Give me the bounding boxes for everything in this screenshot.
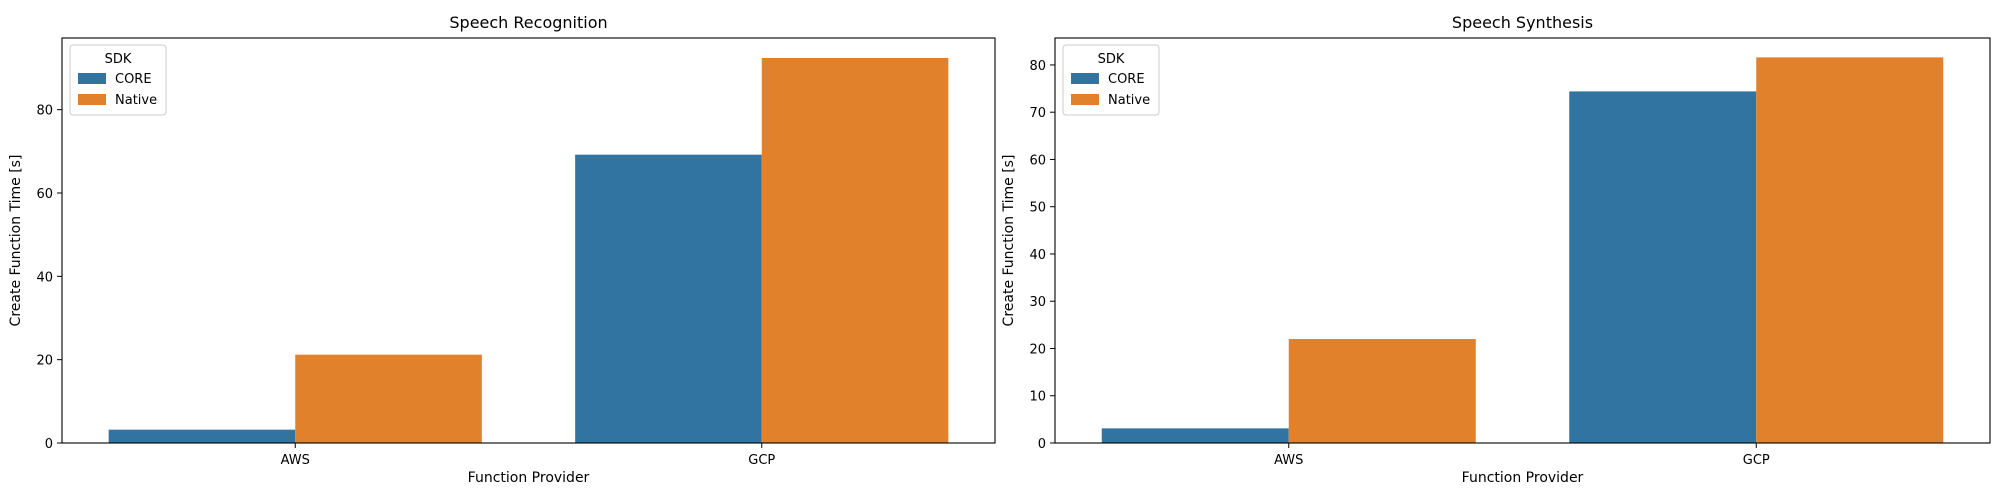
y-tick-label: 0: [1038, 437, 1046, 452]
y-tick-label: 80: [36, 104, 53, 119]
chart-title: Speech Synthesis: [1452, 13, 1593, 32]
bar-core-aws: [1101, 428, 1289, 443]
y-tick-label: 60: [36, 187, 53, 202]
x-tick-label: AWS: [1274, 453, 1303, 468]
y-tick-label: 30: [1029, 295, 1046, 310]
chart-title: Speech Recognition: [449, 13, 607, 32]
legend-label-native: Native: [115, 93, 157, 108]
y-tick-label: 20: [36, 354, 53, 369]
legend-swatch-native: [1071, 94, 1099, 105]
legend-title: SDK: [105, 52, 132, 67]
bar-native-gcp: [761, 58, 949, 443]
plot-area-frame: [1054, 37, 1991, 444]
x-axis-label: Function Provider: [468, 470, 590, 486]
legend-swatch-core: [78, 73, 106, 84]
bar-native-gcp: [1756, 57, 1944, 443]
x-tick-label: GCP: [748, 453, 775, 468]
y-tick-label: 10: [1029, 390, 1046, 405]
bar-core-gcp: [575, 154, 762, 443]
plot-area-frame: [61, 37, 996, 444]
legend-label-core: CORE: [115, 72, 152, 87]
x-axis-label: Function Provider: [1462, 470, 1584, 486]
y-tick-label: 70: [1029, 106, 1046, 121]
y-tick-label: 0: [45, 437, 53, 452]
legend-label-core: CORE: [1108, 72, 1145, 87]
bar-core-aws: [108, 429, 296, 443]
y-tick-label: 60: [1029, 153, 1046, 168]
y-tick-label: 20: [1029, 342, 1046, 357]
bar-core-gcp: [1569, 91, 1757, 443]
bar-native-aws: [1288, 339, 1476, 443]
legend-swatch-core: [1071, 73, 1099, 84]
legend-label-native: Native: [1108, 93, 1150, 108]
y-tick-label: 80: [1029, 59, 1046, 74]
legend-swatch-native: [78, 94, 106, 105]
y-tick-label: 40: [1029, 248, 1046, 263]
x-tick-label: AWS: [281, 453, 310, 468]
x-tick-label: GCP: [1743, 453, 1770, 468]
y-tick-label: 50: [1029, 201, 1046, 216]
y-tick-label: 40: [36, 270, 53, 285]
legend-title: SDK: [1098, 52, 1125, 67]
bar-native-aws: [295, 354, 482, 443]
y-axis-label: Create Function Time [s]: [8, 155, 24, 327]
y-axis-label: Create Function Time [s]: [1001, 155, 1017, 327]
